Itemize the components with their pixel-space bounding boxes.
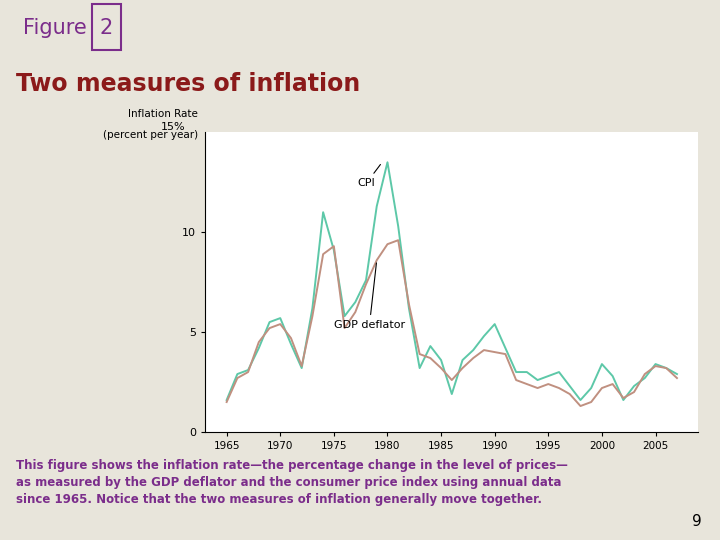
Text: Inflation Rate: Inflation Rate [128, 109, 198, 119]
Text: 9: 9 [692, 514, 702, 529]
Text: (percent per year): (percent per year) [103, 130, 198, 140]
Text: 15%: 15% [161, 122, 186, 132]
Text: Figure: Figure [23, 18, 87, 38]
Text: This figure shows the inflation rate—the percentage change in the level of price: This figure shows the inflation rate—the… [16, 459, 567, 506]
Text: 2: 2 [100, 18, 113, 38]
Text: CPI: CPI [357, 165, 380, 188]
Text: GDP deflator: GDP deflator [334, 263, 405, 330]
Text: Two measures of inflation: Two measures of inflation [16, 72, 360, 96]
